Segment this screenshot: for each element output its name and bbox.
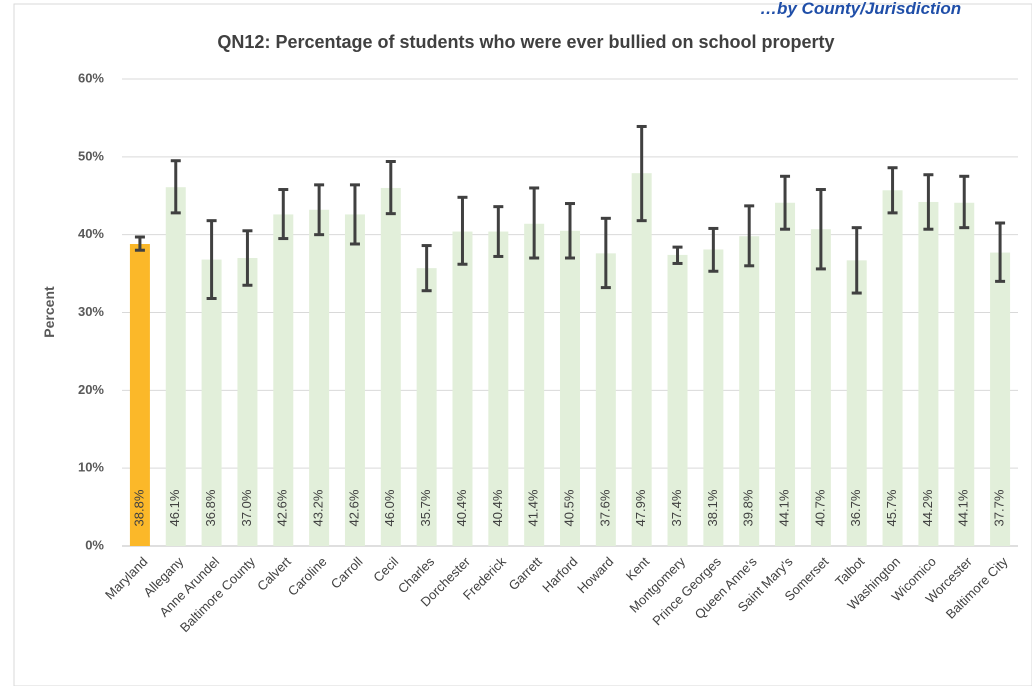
error-bar bbox=[923, 173, 934, 231]
bar bbox=[775, 202, 796, 546]
error-bar bbox=[672, 245, 683, 265]
bar bbox=[165, 187, 186, 546]
bar bbox=[344, 214, 365, 546]
error-bar bbox=[995, 221, 1006, 283]
data-label: 37.7% bbox=[992, 489, 1007, 526]
data-label: 37.0% bbox=[239, 489, 254, 526]
error-bar bbox=[780, 174, 791, 231]
bar bbox=[201, 259, 222, 546]
bar bbox=[918, 201, 939, 546]
data-label: 42.6% bbox=[346, 489, 361, 526]
y-tick-labels: 0% 10% 20% 30% 40% 50% 60% bbox=[78, 70, 104, 552]
data-label: 40.4% bbox=[454, 489, 469, 526]
bar bbox=[524, 223, 545, 546]
data-label: 46.1% bbox=[167, 489, 182, 526]
y-tick-label: 10% bbox=[78, 460, 104, 475]
data-labels: 38.8% 46.1% 36.8% 37.0% 42.6% 43.2% 42.6% 46.0%… bbox=[131, 489, 1006, 526]
data-label: 35.7% bbox=[418, 489, 433, 526]
error-bar bbox=[636, 124, 647, 223]
data-label: 42.6% bbox=[275, 489, 290, 526]
bar bbox=[990, 252, 1011, 546]
data-label: 41.4% bbox=[526, 489, 541, 526]
error-bar bbox=[493, 205, 504, 258]
error-bar bbox=[170, 159, 181, 215]
bar bbox=[667, 254, 688, 547]
data-label: 37.4% bbox=[669, 489, 684, 526]
error-bar bbox=[600, 216, 611, 290]
error-bar bbox=[815, 188, 826, 271]
error-bar bbox=[565, 202, 575, 260]
error-bar bbox=[421, 244, 432, 293]
bar bbox=[703, 249, 724, 546]
bar bbox=[380, 187, 401, 546]
data-label: 38.1% bbox=[705, 489, 720, 526]
y-tick-label: 50% bbox=[78, 148, 104, 163]
error-bar bbox=[959, 174, 970, 230]
y-axis-label: Percent bbox=[41, 286, 57, 338]
bar bbox=[560, 230, 580, 546]
bar bbox=[954, 202, 975, 546]
data-label: 36.7% bbox=[848, 489, 863, 526]
error-bar bbox=[242, 229, 253, 287]
y-tick-label: 40% bbox=[78, 226, 104, 241]
y-tick-label: 20% bbox=[78, 382, 104, 397]
error-bar bbox=[385, 160, 396, 216]
data-label: 44.2% bbox=[920, 489, 935, 526]
data-label: 40.7% bbox=[812, 489, 827, 526]
error-bar bbox=[349, 183, 360, 246]
error-bar bbox=[744, 204, 755, 268]
bar bbox=[882, 190, 903, 546]
bar bbox=[129, 244, 150, 547]
y-tick-label: 30% bbox=[78, 304, 104, 319]
bar bbox=[309, 209, 330, 546]
bar bbox=[846, 260, 867, 546]
data-label: 47.9% bbox=[633, 489, 648, 526]
bar bbox=[810, 229, 831, 547]
data-label: 37.6% bbox=[597, 489, 612, 526]
y-tick-label: 60% bbox=[78, 70, 104, 85]
data-label: 39.8% bbox=[741, 489, 756, 526]
bars bbox=[129, 173, 1011, 547]
data-label: 36.8% bbox=[203, 489, 218, 526]
data-label: 45.7% bbox=[884, 489, 899, 526]
data-label: 40.5% bbox=[561, 489, 576, 526]
bar bbox=[452, 231, 473, 546]
error-bar bbox=[529, 186, 540, 260]
error-bars bbox=[134, 124, 1006, 300]
y-tick-label: 0% bbox=[85, 537, 104, 552]
data-label: 46.0% bbox=[382, 489, 397, 526]
bar bbox=[416, 268, 437, 546]
error-bar bbox=[278, 188, 289, 241]
bar bbox=[273, 214, 294, 546]
data-label: 40.4% bbox=[490, 489, 505, 526]
data-label: 44.1% bbox=[956, 489, 971, 526]
error-bar bbox=[134, 235, 145, 252]
data-label: 44.1% bbox=[776, 489, 791, 526]
bar bbox=[237, 258, 258, 546]
bar bbox=[739, 236, 760, 546]
bar bbox=[488, 231, 509, 546]
error-bar bbox=[887, 166, 898, 215]
data-label: 43.2% bbox=[311, 489, 326, 526]
top-banner-text: …by County/Jurisdiction bbox=[760, 0, 961, 18]
data-label: 38.8% bbox=[131, 489, 146, 526]
error-bar bbox=[314, 183, 325, 237]
error-bar bbox=[206, 219, 217, 300]
chart-title: QN12: Percentage of students who were ev… bbox=[217, 32, 834, 52]
error-bar bbox=[708, 226, 719, 273]
bar bbox=[631, 173, 652, 546]
error-bar bbox=[851, 226, 862, 295]
error-bar bbox=[457, 195, 468, 266]
bar bbox=[595, 253, 616, 546]
